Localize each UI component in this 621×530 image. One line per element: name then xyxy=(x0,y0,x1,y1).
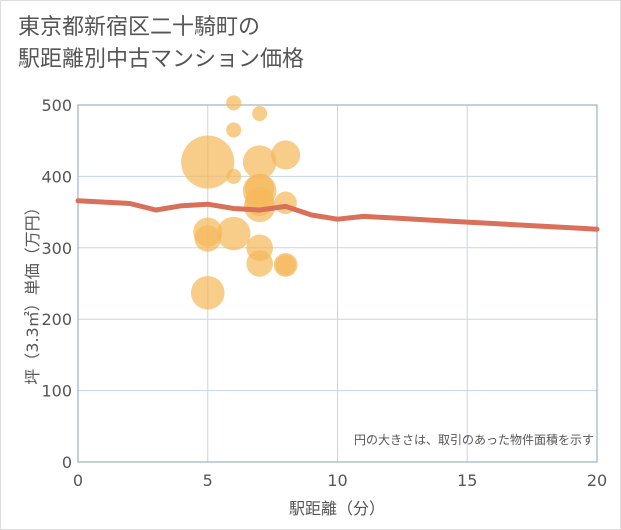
y-tick-label: 300 xyxy=(41,239,72,258)
x-axis-ticks: 0 5 10 15 20 xyxy=(73,471,607,490)
x-axis-title: 駅距離（分） xyxy=(289,499,385,518)
x-tick-label: 10 xyxy=(327,471,347,490)
x-tick-label: 0 xyxy=(73,471,83,490)
y-tick-label: 500 xyxy=(41,96,72,115)
bubble-point xyxy=(271,140,301,170)
chart-title: 東京都新宿区二十騎町の 駅距離別中古マンション価格 xyxy=(18,12,304,76)
bubble-point xyxy=(242,145,277,179)
y-axis-ticks: 0 100 200 300 400 500 xyxy=(41,96,72,472)
y-tick-label: 400 xyxy=(41,167,72,186)
x-tick-label: 20 xyxy=(587,471,607,490)
x-tick-label: 15 xyxy=(457,471,477,490)
chart-title-line-1: 東京都新宿区二十騎町の xyxy=(18,15,261,40)
bubble-point xyxy=(226,122,242,138)
bubble-point xyxy=(226,168,242,184)
bubble-point xyxy=(190,275,225,310)
bubble-point xyxy=(194,225,222,252)
chart-title-line-2: 駅距離別中古マンション価格 xyxy=(18,47,305,72)
bubble-point xyxy=(216,216,251,251)
trend-line xyxy=(75,198,600,232)
x-tick-label: 5 xyxy=(203,471,213,490)
y-tick-label: 0 xyxy=(62,453,72,472)
grid-lines xyxy=(77,104,598,463)
bubble-point xyxy=(275,254,296,276)
bubble-point xyxy=(246,250,273,277)
plot-area-border xyxy=(77,104,598,463)
bubble-series xyxy=(181,95,301,310)
bubble-point xyxy=(252,106,268,122)
y-tick-label: 100 xyxy=(41,382,72,401)
bubble-point xyxy=(243,190,276,223)
bubble-size-note: 円の大きさは、取引のあった物件面積を示す xyxy=(354,432,594,447)
bubble-point xyxy=(181,135,235,189)
bubble-point xyxy=(226,95,242,111)
y-tick-label: 200 xyxy=(41,310,72,329)
y-axis-title: 坪（3.3㎡）単価（万円） xyxy=(23,199,42,384)
